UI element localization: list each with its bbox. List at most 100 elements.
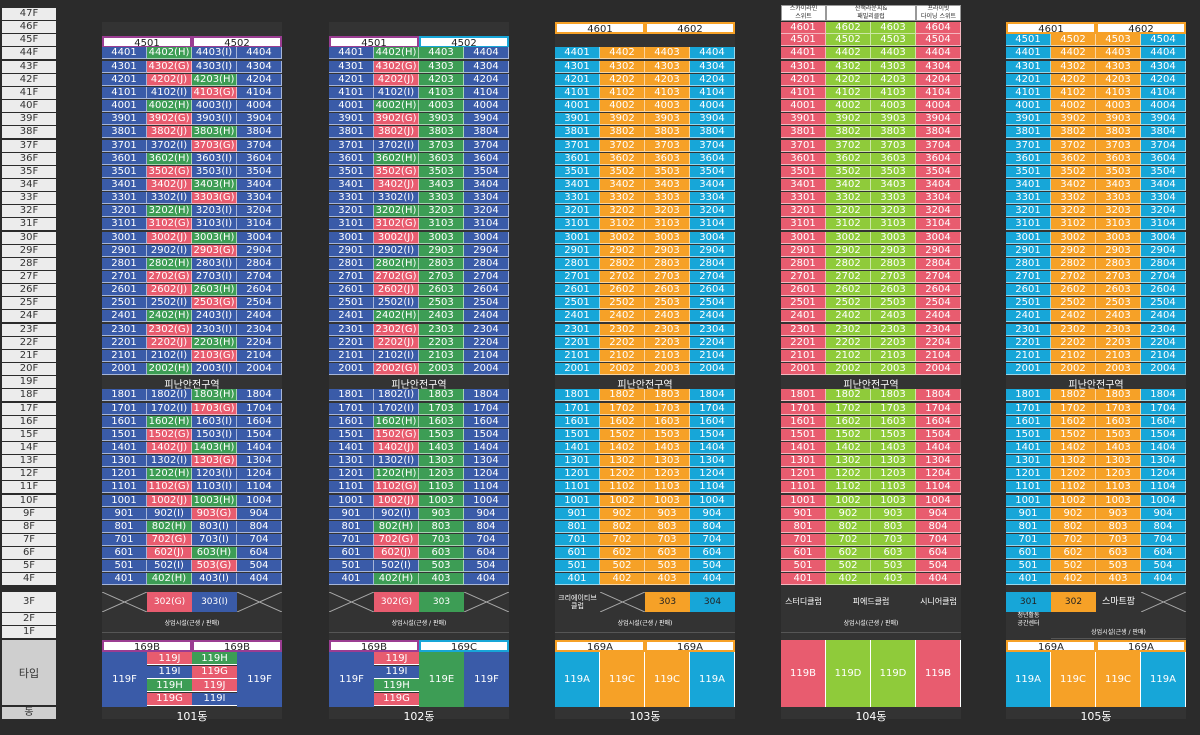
unit-cell: 702 xyxy=(826,534,871,546)
type-cell: 119G xyxy=(374,692,419,706)
refuge-zone-label: 피난안전구역 xyxy=(164,380,220,391)
unit-cell: 2701 xyxy=(781,271,826,283)
unit-cell: 3402 xyxy=(600,178,645,191)
unit-cell: 4401 xyxy=(1006,47,1051,60)
unit-cell: 1702(I) xyxy=(374,402,419,415)
unit-cell: 4201 xyxy=(1006,73,1051,86)
unit-cell: 2403 xyxy=(645,310,690,323)
unit-cell: 1304 xyxy=(464,455,509,468)
unit-cell: 1404 xyxy=(916,441,961,454)
unit-cell: 704 xyxy=(1141,534,1186,546)
unit-cell: 1102 xyxy=(1051,481,1096,494)
unit-cell: 3304 xyxy=(1141,192,1186,205)
unit-cell: 4301 xyxy=(1006,60,1051,73)
unit-cell: 4302(G) xyxy=(374,60,419,73)
unit-cell: 2002 xyxy=(826,363,871,376)
unit-header: 4602 xyxy=(645,22,735,35)
unit-cell: 2001 xyxy=(781,363,826,376)
unit-cell: 3802 xyxy=(600,126,645,139)
unit-cell: 3603 xyxy=(1096,152,1141,165)
unit-cell: 2201 xyxy=(555,336,600,349)
unit-cell: 501 xyxy=(329,560,374,573)
unit-cell: 4203 xyxy=(645,73,690,86)
unit-cell: 2701 xyxy=(555,271,600,283)
unit-cell: 3201 xyxy=(555,205,600,218)
unit-cell: 3702 xyxy=(826,139,871,152)
type-cell: 119C xyxy=(600,652,645,707)
unit-cell: 3502 xyxy=(826,165,871,178)
unit-cell: 4004 xyxy=(464,100,509,113)
commercial-label: 상업시설(근생 / 판매) xyxy=(329,616,509,633)
unit-cell: 3104 xyxy=(464,218,509,231)
floor-label: 10F xyxy=(2,494,56,507)
unit-cell: 903 xyxy=(419,507,464,520)
refuge-zone-label: 피난안전구역 xyxy=(391,380,447,391)
unit-cell: 4202 xyxy=(826,73,871,86)
unit-cell: 1304 xyxy=(1141,455,1186,468)
unit-cell: 1801 xyxy=(555,389,600,402)
unit-cell: 3002 xyxy=(600,231,645,244)
unit-cell: 3901 xyxy=(102,113,147,126)
unit-cell: 2301 xyxy=(102,323,147,336)
unit-cell: 2004 xyxy=(690,363,735,376)
unit-cell: 3401 xyxy=(1006,178,1051,191)
unit-cell: 2003(I) xyxy=(192,363,237,376)
unit-cell: 2302 xyxy=(600,323,645,336)
unit-cell: 3202 xyxy=(600,205,645,218)
unit-cell: 401 xyxy=(102,573,147,586)
unit-cell: 2304 xyxy=(237,323,282,336)
unit-cell: 3703 xyxy=(1096,139,1141,152)
unit-cell: 1802 xyxy=(826,389,871,402)
unit-cell: 3403 xyxy=(1096,178,1141,191)
unit-cell: 1001 xyxy=(781,494,826,507)
unit-cell: 3501 xyxy=(329,165,374,178)
unit-cell: 2303 xyxy=(419,323,464,336)
unit-cell: 2504 xyxy=(690,297,735,310)
unit-cell: 3602 xyxy=(1051,152,1096,165)
unit-cell: 2903 xyxy=(871,244,916,257)
unit-cell: 901 xyxy=(329,507,374,520)
floor-label: 25F xyxy=(2,297,56,310)
unit-cell: 3602(H) xyxy=(374,152,419,165)
unit-cell: 3601 xyxy=(329,152,374,165)
unit-cell: 2904 xyxy=(1141,244,1186,257)
unit-cell: 703 xyxy=(419,534,464,546)
floor-label: 42F xyxy=(2,73,56,86)
unit-cell: 3204 xyxy=(464,205,509,218)
unit-cell: 3001 xyxy=(781,231,826,244)
unit-cell: 3604 xyxy=(464,152,509,165)
unit-cell: 3003(H) xyxy=(192,231,237,244)
unit-cell: 3002(J) xyxy=(147,231,192,244)
unit-cell: 2901 xyxy=(781,244,826,257)
crossed-empty-left xyxy=(101,591,148,613)
floor-label: 17F xyxy=(2,402,56,415)
unit-cell: 4003 xyxy=(871,100,916,113)
unit-cell: 4002(H) xyxy=(374,100,419,113)
unit-cell: 4004 xyxy=(690,100,735,113)
unit-cell: 1702 xyxy=(600,402,645,415)
unit-cell: 1202 xyxy=(826,468,871,481)
unit-cell: 1303 xyxy=(419,455,464,468)
facility-label: 스마트팜 xyxy=(1101,597,1136,607)
unit-cell: 3704 xyxy=(237,139,282,152)
unit-cell: 3804 xyxy=(1141,126,1186,139)
unit-cell: 1503 xyxy=(419,428,464,441)
unit-cell: 3304 xyxy=(464,192,509,205)
unit-cell: 2101 xyxy=(555,349,600,362)
unit-cell: 2301 xyxy=(555,323,600,336)
unit-cell: 2603 xyxy=(419,284,464,297)
unit-cell: 1602 xyxy=(1051,415,1096,428)
unit-cell: 4404 xyxy=(1141,47,1186,60)
unit-cell: 1204 xyxy=(464,468,509,481)
unit-cell: 1304 xyxy=(690,455,735,468)
unit-cell: 1402 xyxy=(600,441,645,454)
unit-cell: 403 xyxy=(645,573,690,586)
unit-cell: 2203 xyxy=(1096,336,1141,349)
unit-cell: 1301 xyxy=(781,455,826,468)
type-header: 169A xyxy=(645,640,735,653)
unit-cell: 1802(I) xyxy=(147,389,192,402)
unit-cell: 1704 xyxy=(1141,402,1186,415)
unit-cell: 3501 xyxy=(555,165,600,178)
unit-cell: 4503 xyxy=(871,34,916,47)
unit-cell: 2704 xyxy=(237,271,282,283)
